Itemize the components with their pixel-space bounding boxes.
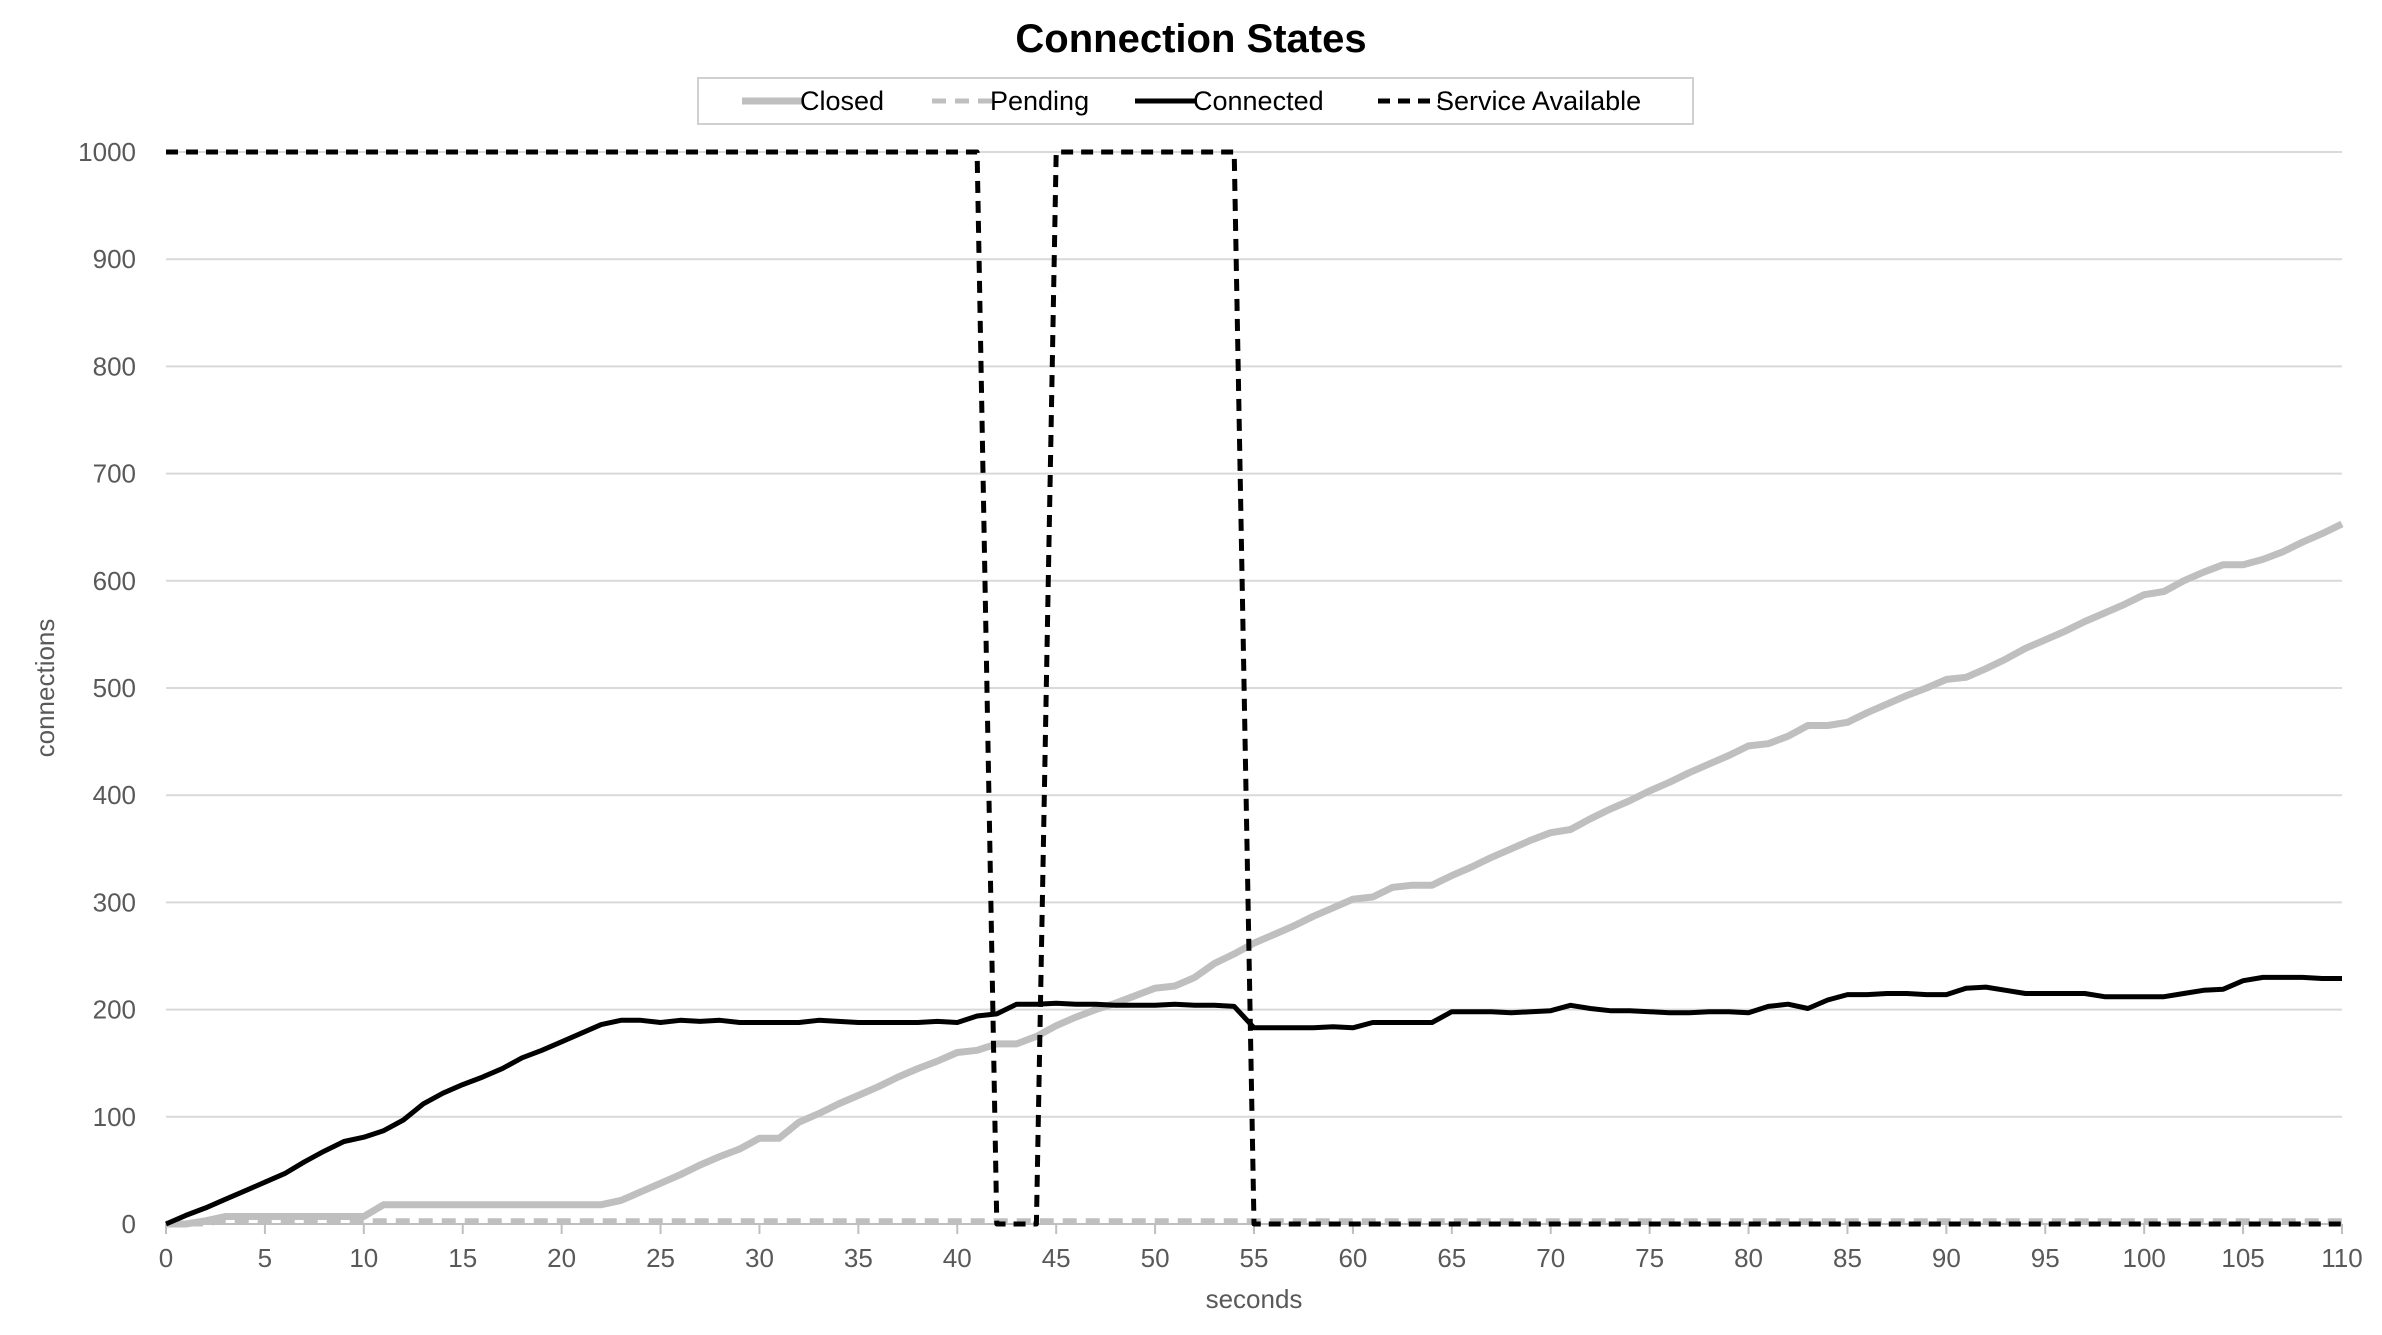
legend-label-closed: Closed — [800, 86, 884, 116]
y-tick-label: 100 — [93, 1102, 136, 1132]
x-tick-label: 100 — [2122, 1243, 2165, 1273]
chart-title: Connection States — [1015, 17, 1366, 61]
series-layer — [165, 149, 2344, 1228]
y-axis: 0 100 200 300 400 500 600 700 800 900 1000 — [78, 137, 136, 1239]
gridlines — [166, 151, 2342, 1225]
y-tick-label: 900 — [93, 244, 136, 274]
x-tick-label: 0 — [159, 1243, 173, 1273]
series-line-connected — [165, 974, 2342, 1227]
x-tick-label: 5 — [258, 1243, 272, 1273]
x-tick-label: 25 — [646, 1243, 675, 1273]
x-tick-label: 30 — [745, 1243, 774, 1273]
legend-label-connected: Connected — [1193, 86, 1324, 116]
x-tick-label: 55 — [1240, 1243, 1269, 1273]
x-tick-label: 85 — [1833, 1243, 1862, 1273]
legend: Closed Pending Connected Service Available — [697, 77, 1694, 125]
x-tick-label: 105 — [2221, 1243, 2264, 1273]
x-tick-label: 10 — [349, 1243, 378, 1273]
y-tick-label: 0 — [122, 1209, 136, 1239]
series-line-pending — [166, 1218, 2342, 1227]
y-tick-label: 200 — [93, 995, 136, 1025]
series-line-service-available — [166, 149, 2342, 1227]
y-axis-label: connections — [30, 619, 60, 758]
x-tick-label: 110 — [2321, 1243, 2362, 1273]
series-line-closed — [166, 520, 2344, 1228]
x-tick-label: 95 — [2031, 1243, 2060, 1273]
x-tick-label: 50 — [1141, 1243, 1170, 1273]
x-tick-label: 35 — [844, 1243, 873, 1273]
x-tick-label: 40 — [943, 1243, 972, 1273]
y-tick-label: 500 — [93, 673, 136, 703]
x-axis-label: seconds — [1206, 1284, 1303, 1314]
x-tick-label: 90 — [1932, 1243, 1961, 1273]
legend-label-service-available: Service Available — [1436, 86, 1641, 116]
y-tick-label: 300 — [93, 887, 136, 917]
x-tick-label: 80 — [1734, 1243, 1763, 1273]
y-tick-label: 800 — [93, 351, 136, 381]
x-tick-label: 65 — [1437, 1243, 1466, 1273]
x-tick-label: 15 — [448, 1243, 477, 1273]
x-tick-label: 75 — [1635, 1243, 1664, 1273]
y-tick-label: 400 — [93, 780, 136, 810]
legend-label-pending: Pending — [990, 86, 1089, 116]
y-tick-label: 700 — [93, 459, 136, 489]
x-tick-label: 60 — [1338, 1243, 1367, 1273]
y-tick-label: 600 — [93, 566, 136, 596]
x-axis: 0 5 10 15 20 25 30 35 40 45 50 55 60 65 70 75 80 85 90 95 10… — [159, 1224, 2363, 1273]
x-tick-label: 45 — [1042, 1243, 1071, 1273]
x-tick-label: 70 — [1536, 1243, 1565, 1273]
x-tick-label: 20 — [547, 1243, 576, 1273]
y-tick-label: 1000 — [78, 137, 136, 167]
